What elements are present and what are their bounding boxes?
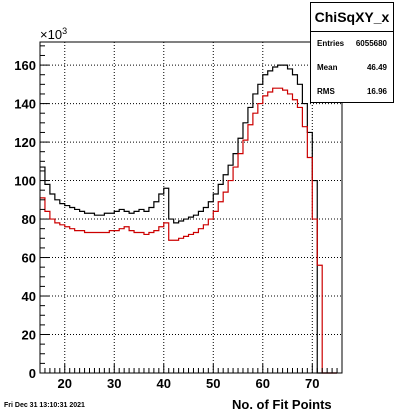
footer-timestamp: Fri Dec 31 13:10:31 2021 [4, 402, 85, 409]
tick-labels: 20 30 40 50 60 70 0 20 40 60 80 100 120 140 160 [14, 58, 319, 391]
stats-row-mean: Mean 46.49 [317, 63, 387, 72]
rms-label: RMS [317, 87, 335, 96]
y-tick-label: 20 [22, 328, 36, 343]
histogram-series [40, 64, 338, 374]
y-tick-label: 120 [14, 135, 36, 150]
x-tick-label: 60 [256, 376, 270, 391]
mean-label: Mean [317, 63, 338, 72]
x-axis-title: No. of Fit Points [232, 397, 332, 412]
x-tick-label: 40 [157, 376, 171, 391]
entries-label: Entries [317, 39, 345, 48]
stats-title: ChiSqXY_x [311, 3, 393, 32]
y-tick-label: 160 [14, 58, 36, 73]
stats-row-rms: RMS 16.96 [317, 87, 387, 96]
y-tick-label: 0 [29, 366, 36, 381]
entries-value: 6055680 [355, 39, 387, 48]
x-tick-label: 70 [305, 376, 319, 391]
plot-frame [39, 41, 343, 374]
mean-value: 46.49 [366, 63, 387, 72]
x-tick-label: 20 [58, 376, 72, 391]
histogram-series-2 [40, 87, 338, 374]
rms-value: 16.96 [366, 87, 387, 96]
y-tick-label: 140 [14, 97, 36, 112]
histogram-series-1 [40, 64, 338, 374]
x-tick-label: 50 [206, 376, 220, 391]
axis-ticks [39, 45, 343, 374]
y-multiplier: ×103 [40, 26, 67, 42]
stats-row-entries: Entries 6055680 [317, 39, 387, 48]
y-tick-label: 60 [22, 251, 36, 266]
grid-lines [40, 42, 342, 373]
y-tick-label: 40 [22, 289, 36, 304]
y-tick-label: 100 [14, 174, 36, 189]
y-tick-label: 80 [22, 212, 36, 227]
stats-box: ChiSqXY_x Entries 6055680 Mean 46.49 RMS… [310, 2, 394, 103]
x-tick-label: 30 [107, 376, 121, 391]
